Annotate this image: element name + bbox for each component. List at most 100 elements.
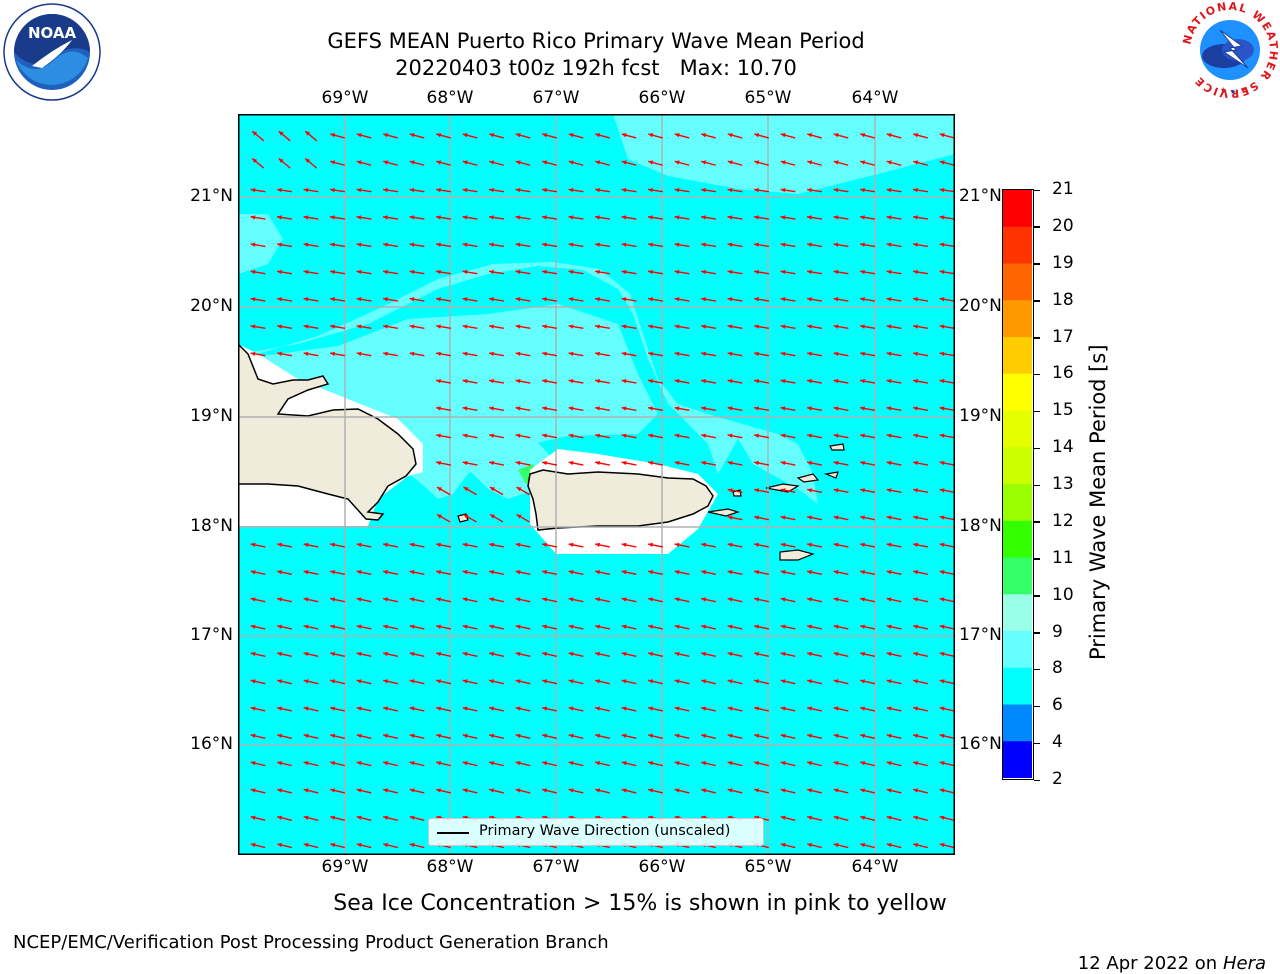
wave-arrow: [700, 406, 717, 412]
colorbar-segment: [1003, 373, 1032, 411]
wave-arrow: [780, 351, 796, 357]
wave-arrow: [489, 651, 504, 657]
wave-arrow: [939, 242, 955, 248]
wave-arrow: [542, 542, 557, 548]
wave-arrow: [807, 133, 822, 139]
wave-arrow: [250, 324, 266, 330]
wave-arrow: [886, 269, 902, 275]
colorbar-tick-mark: [1034, 705, 1040, 708]
wave-arrow: [913, 679, 928, 685]
colorbar-tick-mark: [1034, 373, 1040, 376]
wave-arrow: [700, 379, 717, 384]
wave-arrow: [541, 188, 558, 193]
wave-arrow: [780, 433, 796, 439]
wave-arrow: [727, 324, 743, 330]
wave-arrow: [939, 188, 955, 193]
wave-arrow: [859, 324, 876, 330]
wave-arrow: [727, 788, 743, 794]
wave-arrow: [409, 269, 425, 275]
wave-arrow: [753, 188, 770, 193]
wave-arrow: [330, 133, 345, 139]
wave-arrow: [542, 160, 557, 166]
wave-arrow: [754, 761, 769, 767]
latitude-tick-label: 19°N: [959, 406, 1002, 426]
wave-arrow: [701, 788, 716, 794]
graticule: [238, 114, 955, 855]
wave-arrow: [462, 460, 478, 466]
noaa-logo-text: NOAA: [28, 24, 77, 42]
wave-arrow: [621, 215, 637, 220]
wave-arrow: [515, 297, 531, 302]
wave-arrow: [303, 215, 319, 220]
wave-arrow: [727, 215, 743, 220]
wave-arrow: [515, 597, 531, 603]
longitude-tick-label: 67°W: [532, 88, 580, 108]
wave-arrow: [594, 351, 611, 357]
wave-arrow: [435, 433, 452, 439]
wave-arrow: [939, 379, 955, 384]
wave-arrow: [250, 624, 266, 630]
wave-arrow: [515, 460, 531, 466]
wave-arrow: [462, 788, 478, 794]
wave-arrow: [833, 324, 849, 330]
wave-arrow: [727, 733, 743, 739]
wave-arrow: [701, 733, 716, 739]
wave-arrow: [409, 597, 425, 603]
wave-arrow: [515, 379, 531, 384]
wave-arrow: [250, 842, 266, 849]
wave-arrow: [383, 815, 398, 821]
wave-arrow: [806, 351, 823, 357]
wave-arrow: [807, 733, 822, 739]
colorbar-segment: [1003, 741, 1032, 778]
wave-arrow: [515, 570, 531, 576]
wave-arrow: [515, 542, 531, 548]
wave-arrow: [595, 133, 610, 139]
wave-arrow: [860, 133, 875, 139]
wave-arrow: [727, 269, 743, 275]
wave-arrow: [939, 542, 955, 548]
wave-arrow: [727, 406, 743, 412]
wave-arrow: [754, 706, 769, 712]
wave-arrow: [780, 679, 796, 685]
wave-arrow: [409, 815, 425, 821]
wave-arrow: [727, 542, 743, 548]
wave-arrow: [621, 788, 637, 794]
wave-arrow: [833, 570, 849, 576]
wave-arrow: [700, 269, 717, 275]
wave-arrow: [542, 651, 557, 657]
wave-arrow: [621, 597, 637, 603]
wave-arrow: [939, 133, 955, 139]
wave-arrow: [807, 460, 822, 466]
wave-arrow: [807, 788, 822, 794]
wave-arrow: [488, 433, 505, 439]
wave-arrow: [568, 788, 584, 794]
wave-arrow: [621, 624, 637, 630]
colorbar-segment: [1003, 594, 1032, 632]
wave-arrow: [754, 542, 769, 548]
wave-arrow: [329, 324, 346, 330]
wave-arrow: [409, 351, 425, 357]
wave-arrow: [886, 297, 902, 302]
wave-arrow: [913, 788, 928, 794]
wave-arrow: [541, 297, 558, 302]
wave-arrow: [277, 651, 292, 657]
wave-arrow: [727, 188, 743, 193]
wave-arrow: [913, 133, 928, 139]
virgin-islands: [765, 471, 839, 493]
wave-arrow: [674, 788, 690, 794]
wave-arrow: [806, 188, 823, 193]
latitude-tick-label: 18°N: [190, 516, 233, 536]
wave-arrow: [939, 597, 955, 603]
wave-arrow: [435, 324, 452, 330]
wave-arrow: [912, 188, 929, 193]
wave-arrow: [700, 297, 717, 302]
wave-arrow: [462, 733, 478, 739]
wave-arrow: [780, 815, 796, 821]
wave-arrow: [674, 297, 690, 302]
wave-arrow: [913, 570, 928, 576]
colorbar-tick-mark: [1034, 189, 1040, 191]
wave-arrow: [886, 188, 902, 193]
wave-arrow: [780, 761, 796, 767]
wave-arrow: [621, 733, 637, 739]
wave-arrow: [304, 157, 318, 169]
